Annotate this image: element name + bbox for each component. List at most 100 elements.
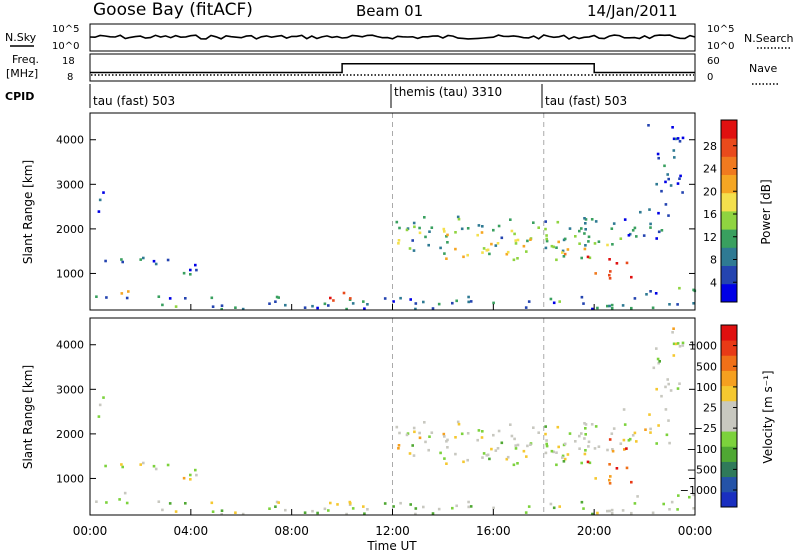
data-cell bbox=[316, 306, 319, 310]
data-cell bbox=[608, 509, 611, 513]
data-cell bbox=[612, 222, 616, 225]
data-cell bbox=[676, 137, 680, 140]
data-cell bbox=[412, 426, 416, 430]
data-cell bbox=[362, 300, 365, 303]
data-cell bbox=[580, 500, 584, 504]
data-cell bbox=[583, 232, 586, 235]
data-cell bbox=[157, 500, 161, 503]
data-cell bbox=[329, 501, 332, 505]
data-cell bbox=[627, 439, 631, 442]
data-cell bbox=[582, 302, 585, 305]
data-cell bbox=[568, 432, 572, 435]
data-cell bbox=[593, 242, 597, 245]
data-cell bbox=[342, 291, 346, 295]
colorbar-tick-label: 12 bbox=[703, 231, 717, 244]
data-cell bbox=[679, 174, 682, 178]
data-cell bbox=[457, 422, 461, 426]
freq-trace bbox=[90, 62, 695, 74]
colorbar-swatch bbox=[721, 229, 737, 248]
data-cell bbox=[587, 235, 591, 239]
data-cell bbox=[608, 438, 612, 441]
data-cell bbox=[610, 512, 614, 515]
data-cell bbox=[649, 226, 652, 229]
data-cell bbox=[443, 252, 446, 255]
data-cell bbox=[105, 501, 108, 504]
data-cell bbox=[663, 164, 666, 168]
data-cell bbox=[676, 508, 679, 511]
data-cell bbox=[466, 227, 470, 230]
data-cell bbox=[366, 508, 369, 511]
data-cell bbox=[657, 211, 660, 215]
data-cell bbox=[455, 504, 458, 508]
data-cell bbox=[414, 302, 418, 305]
data-cell bbox=[469, 505, 473, 508]
data-cell bbox=[492, 506, 495, 510]
data-cell bbox=[336, 503, 339, 506]
data-cell bbox=[566, 453, 570, 456]
colorbar-swatch bbox=[721, 265, 737, 285]
data-cell bbox=[409, 503, 412, 506]
data-cell bbox=[621, 304, 625, 307]
data-cell bbox=[142, 461, 145, 465]
data-cell bbox=[516, 257, 519, 260]
data-cell bbox=[555, 451, 558, 454]
colorbar-swatch bbox=[721, 192, 737, 212]
data-cell bbox=[234, 306, 237, 309]
colorbar-tick-label: 25 bbox=[703, 402, 717, 415]
data-cell bbox=[630, 306, 633, 310]
data-cell bbox=[630, 480, 633, 484]
data-cell bbox=[466, 253, 469, 257]
data-cell bbox=[633, 431, 637, 435]
data-cell bbox=[633, 226, 637, 230]
data-cell bbox=[658, 360, 661, 363]
colorbar-tick-label: 24 bbox=[703, 163, 717, 176]
power-colorbar: 4 8 12 16 20 24 28 bbox=[703, 119, 738, 303]
data-cell bbox=[584, 449, 587, 452]
colorbar-tick-label: 28 bbox=[703, 140, 717, 153]
data-cell bbox=[676, 342, 680, 345]
data-cell bbox=[578, 229, 581, 233]
data-cell bbox=[631, 229, 635, 232]
data-cell bbox=[509, 423, 512, 426]
data-cell bbox=[98, 198, 102, 202]
data-cell bbox=[545, 239, 549, 243]
x-tick-label: 12:00 bbox=[375, 524, 410, 538]
data-cell bbox=[500, 236, 504, 240]
data-cell bbox=[392, 505, 395, 508]
data-cell bbox=[588, 256, 592, 260]
data-cell bbox=[544, 425, 547, 428]
cpid-segment-1: tau (fast) 503 bbox=[93, 94, 175, 108]
data-cell bbox=[211, 510, 215, 513]
data-cell bbox=[633, 297, 637, 300]
data-cell bbox=[678, 286, 681, 290]
cpid-label: CPID bbox=[5, 90, 34, 103]
data-cell bbox=[476, 438, 479, 442]
data-cell bbox=[466, 432, 470, 435]
data-cell bbox=[411, 444, 414, 447]
data-cell bbox=[497, 224, 501, 228]
data-cell bbox=[608, 277, 612, 280]
data-cell bbox=[303, 306, 307, 309]
data-cell bbox=[625, 261, 629, 265]
data-cell bbox=[439, 451, 442, 455]
data-cell bbox=[522, 449, 526, 453]
data-cell bbox=[666, 378, 669, 381]
date-label: 14/Jan/2011 bbox=[587, 2, 678, 20]
data-cell bbox=[557, 445, 560, 449]
data-cell bbox=[509, 218, 512, 221]
data-cell bbox=[345, 307, 348, 311]
data-cell bbox=[195, 268, 198, 272]
data-cell bbox=[405, 433, 409, 437]
data-cell bbox=[623, 448, 626, 451]
data-cell bbox=[127, 290, 130, 293]
data-cell bbox=[667, 177, 670, 181]
data-cell bbox=[670, 500, 674, 504]
data-cell bbox=[545, 439, 548, 442]
colorbar-swatch bbox=[721, 355, 737, 371]
data-cell bbox=[95, 500, 98, 503]
data-cell bbox=[323, 507, 327, 511]
data-cell bbox=[311, 304, 314, 308]
data-cell bbox=[451, 506, 454, 510]
data-cell bbox=[668, 303, 671, 306]
data-cell bbox=[561, 454, 565, 458]
